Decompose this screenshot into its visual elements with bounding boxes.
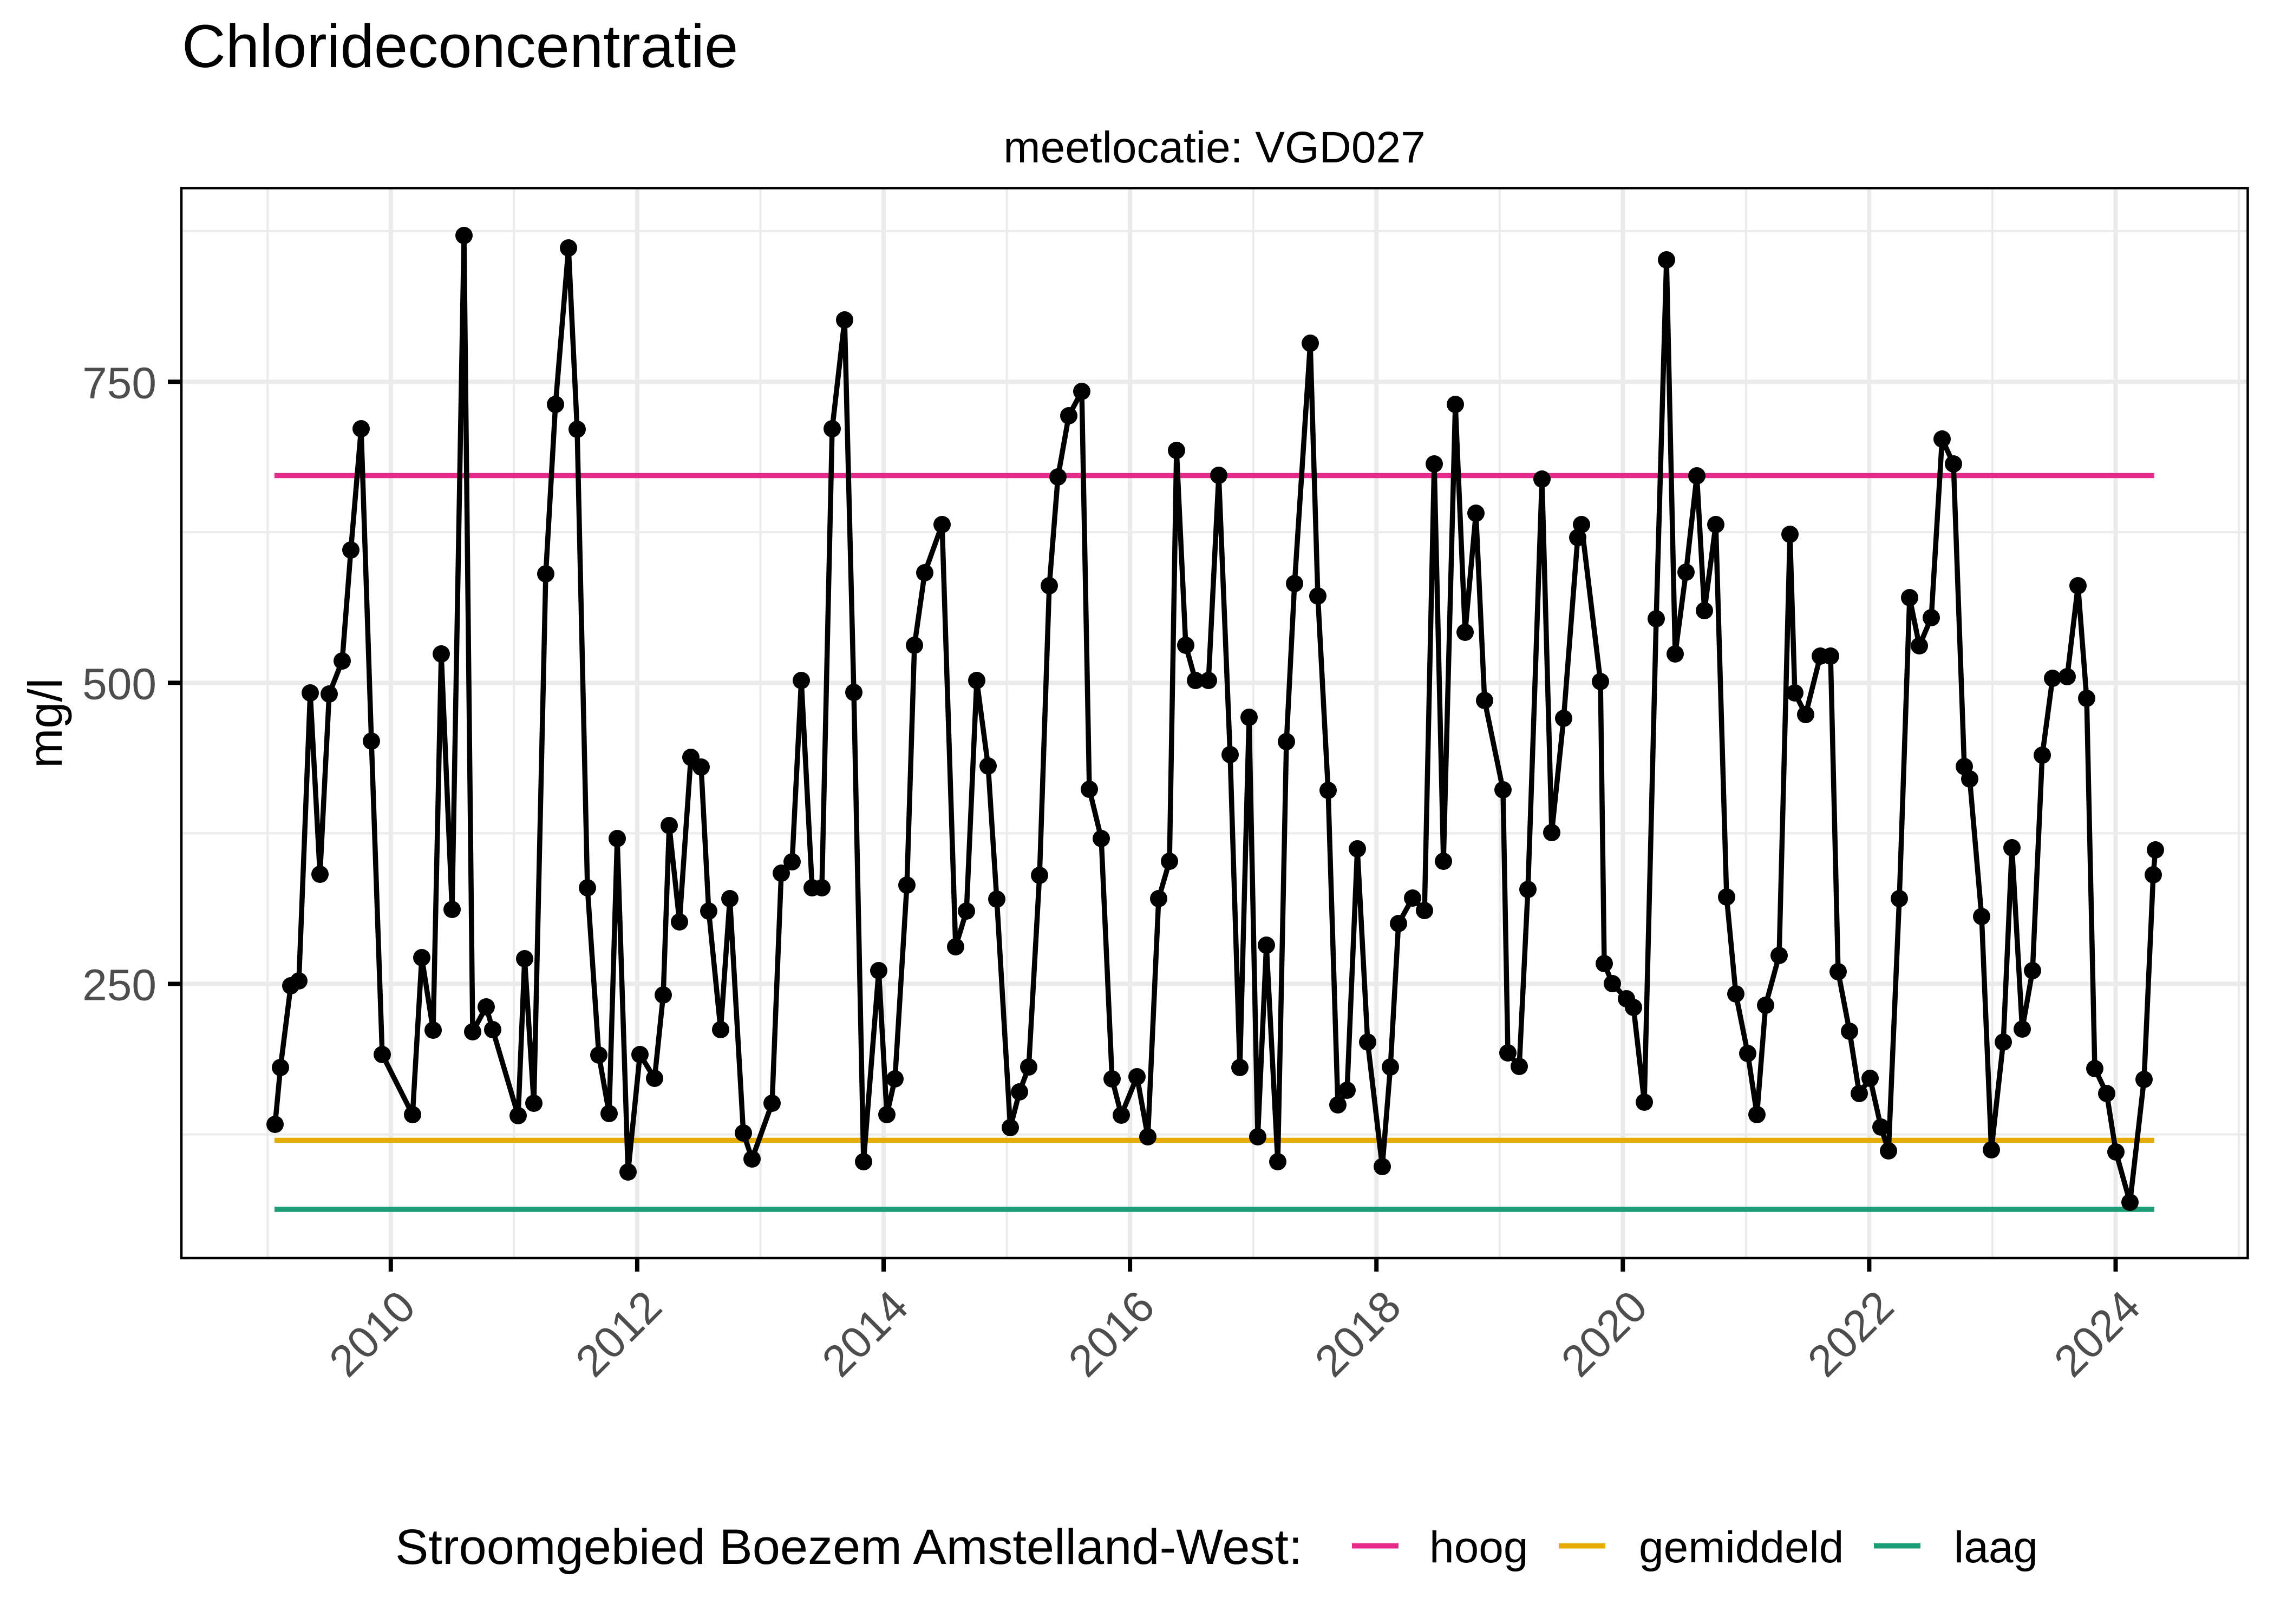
svg-text:hoog: hoog (1429, 1523, 1528, 1572)
svg-text:Chlorideconcentratie: Chlorideconcentratie (182, 12, 738, 80)
svg-text:gemiddeld: gemiddeld (1639, 1523, 1844, 1572)
svg-text:mg/l: mg/l (18, 678, 72, 768)
svg-text:meetlocatie: VGD027: meetlocatie: VGD027 (1003, 123, 1425, 172)
svg-text:Stroomgebied Boezem Amstelland: Stroomgebied Boezem Amstelland-West: (395, 1520, 1303, 1575)
svg-text:250: 250 (82, 961, 156, 1010)
svg-text:laag: laag (1954, 1523, 2038, 1572)
svg-text:750: 750 (82, 358, 156, 408)
svg-text:500: 500 (82, 659, 156, 709)
